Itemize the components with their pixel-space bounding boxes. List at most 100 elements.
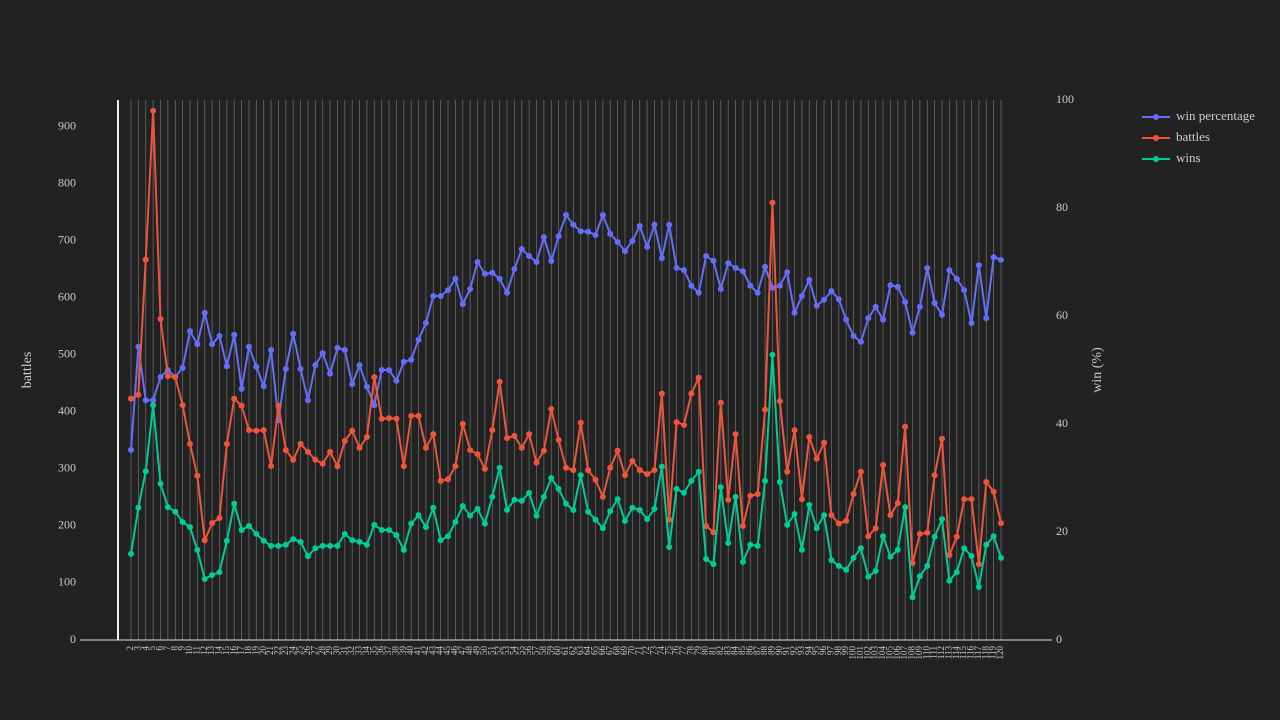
- point: [334, 542, 341, 549]
- x-tick-label: 58: [538, 646, 548, 656]
- point: [408, 356, 415, 363]
- point: [179, 364, 186, 371]
- point: [843, 566, 850, 573]
- point: [570, 221, 577, 228]
- point: [747, 541, 754, 548]
- x-tick-label: 36: [376, 646, 386, 656]
- y2-tick-label: 20: [1056, 524, 1068, 538]
- point: [452, 518, 459, 525]
- point: [636, 506, 643, 513]
- x-tick-label: 120: [995, 646, 1005, 660]
- point: [408, 520, 415, 527]
- x-tick-label: 64: [582, 646, 592, 656]
- point: [894, 500, 901, 507]
- x-tick-label: 23: [280, 646, 290, 656]
- point: [474, 505, 481, 512]
- point: [209, 571, 216, 578]
- point: [304, 397, 311, 404]
- x-tick-label: 115: [958, 646, 968, 660]
- point: [894, 283, 901, 290]
- point: [201, 575, 208, 582]
- point: [253, 427, 260, 434]
- point: [275, 402, 282, 409]
- x-tick-label: 106: [892, 646, 902, 660]
- point: [481, 270, 488, 277]
- point: [835, 562, 842, 569]
- x-tick-label: 40: [405, 646, 415, 656]
- point: [172, 508, 179, 515]
- point: [953, 569, 960, 576]
- x-tick-label: 37: [383, 646, 393, 656]
- point: [186, 440, 193, 447]
- point: [924, 264, 931, 271]
- point: [592, 516, 599, 523]
- point: [577, 228, 584, 235]
- point: [540, 447, 547, 454]
- point: [865, 315, 872, 322]
- point: [128, 550, 134, 557]
- point: [909, 560, 916, 567]
- point: [223, 363, 230, 370]
- x-tick-label: 6: [155, 646, 165, 651]
- point: [695, 374, 702, 381]
- x-tick-label: 42: [420, 646, 430, 655]
- x-tick-label: 62: [567, 646, 577, 655]
- x-tick-label: 96: [818, 646, 828, 656]
- point: [887, 282, 894, 289]
- point: [806, 434, 813, 441]
- point: [481, 465, 488, 472]
- y-tick-label: 0: [70, 632, 76, 646]
- x-tick-label: 91: [781, 646, 791, 655]
- point: [762, 263, 769, 270]
- point: [386, 526, 393, 533]
- point: [599, 525, 606, 532]
- point: [518, 497, 525, 504]
- y-tick-label: 200: [58, 518, 76, 532]
- point: [349, 537, 356, 544]
- point: [585, 508, 592, 515]
- point: [953, 275, 960, 282]
- point: [939, 435, 946, 442]
- x-tick-label: 70: [626, 646, 636, 656]
- point: [717, 484, 724, 491]
- y-tick-label: 600: [58, 290, 76, 304]
- x-tick-label: 39: [398, 646, 408, 656]
- point: [961, 496, 968, 503]
- x-tick-label: 7: [162, 646, 172, 651]
- point: [253, 363, 260, 370]
- point: [872, 568, 879, 575]
- x-tick-label: 19: [250, 646, 260, 656]
- x-tick-label: 87: [752, 646, 762, 656]
- x-tick-label: 41: [413, 646, 423, 655]
- point: [592, 476, 599, 483]
- x-tick-label: 79: [693, 646, 703, 656]
- x-tick-label: 34: [361, 646, 371, 656]
- point: [319, 542, 326, 549]
- x-tick-label: 59: [545, 646, 555, 656]
- point: [459, 301, 466, 308]
- point: [614, 239, 621, 246]
- x-tick-label: 13: [206, 646, 216, 656]
- x-tick-label: 43: [427, 646, 437, 656]
- x-tick-label: 50: [479, 646, 489, 656]
- point: [231, 500, 238, 507]
- point: [828, 557, 835, 564]
- point: [400, 546, 407, 553]
- point: [142, 256, 149, 263]
- point: [666, 221, 673, 228]
- x-tick-label: 10: [184, 646, 194, 656]
- y2-tick-label: 60: [1056, 308, 1068, 322]
- point: [658, 463, 665, 470]
- point: [437, 477, 444, 484]
- point: [504, 435, 511, 442]
- x-tick-label: 69: [619, 646, 629, 656]
- point: [651, 467, 658, 474]
- point: [924, 562, 931, 569]
- point: [400, 463, 407, 470]
- point: [386, 415, 393, 422]
- point: [894, 546, 901, 553]
- point: [459, 502, 466, 509]
- point: [821, 512, 828, 519]
- point: [504, 506, 511, 513]
- x-tick-label: 9: [177, 646, 187, 651]
